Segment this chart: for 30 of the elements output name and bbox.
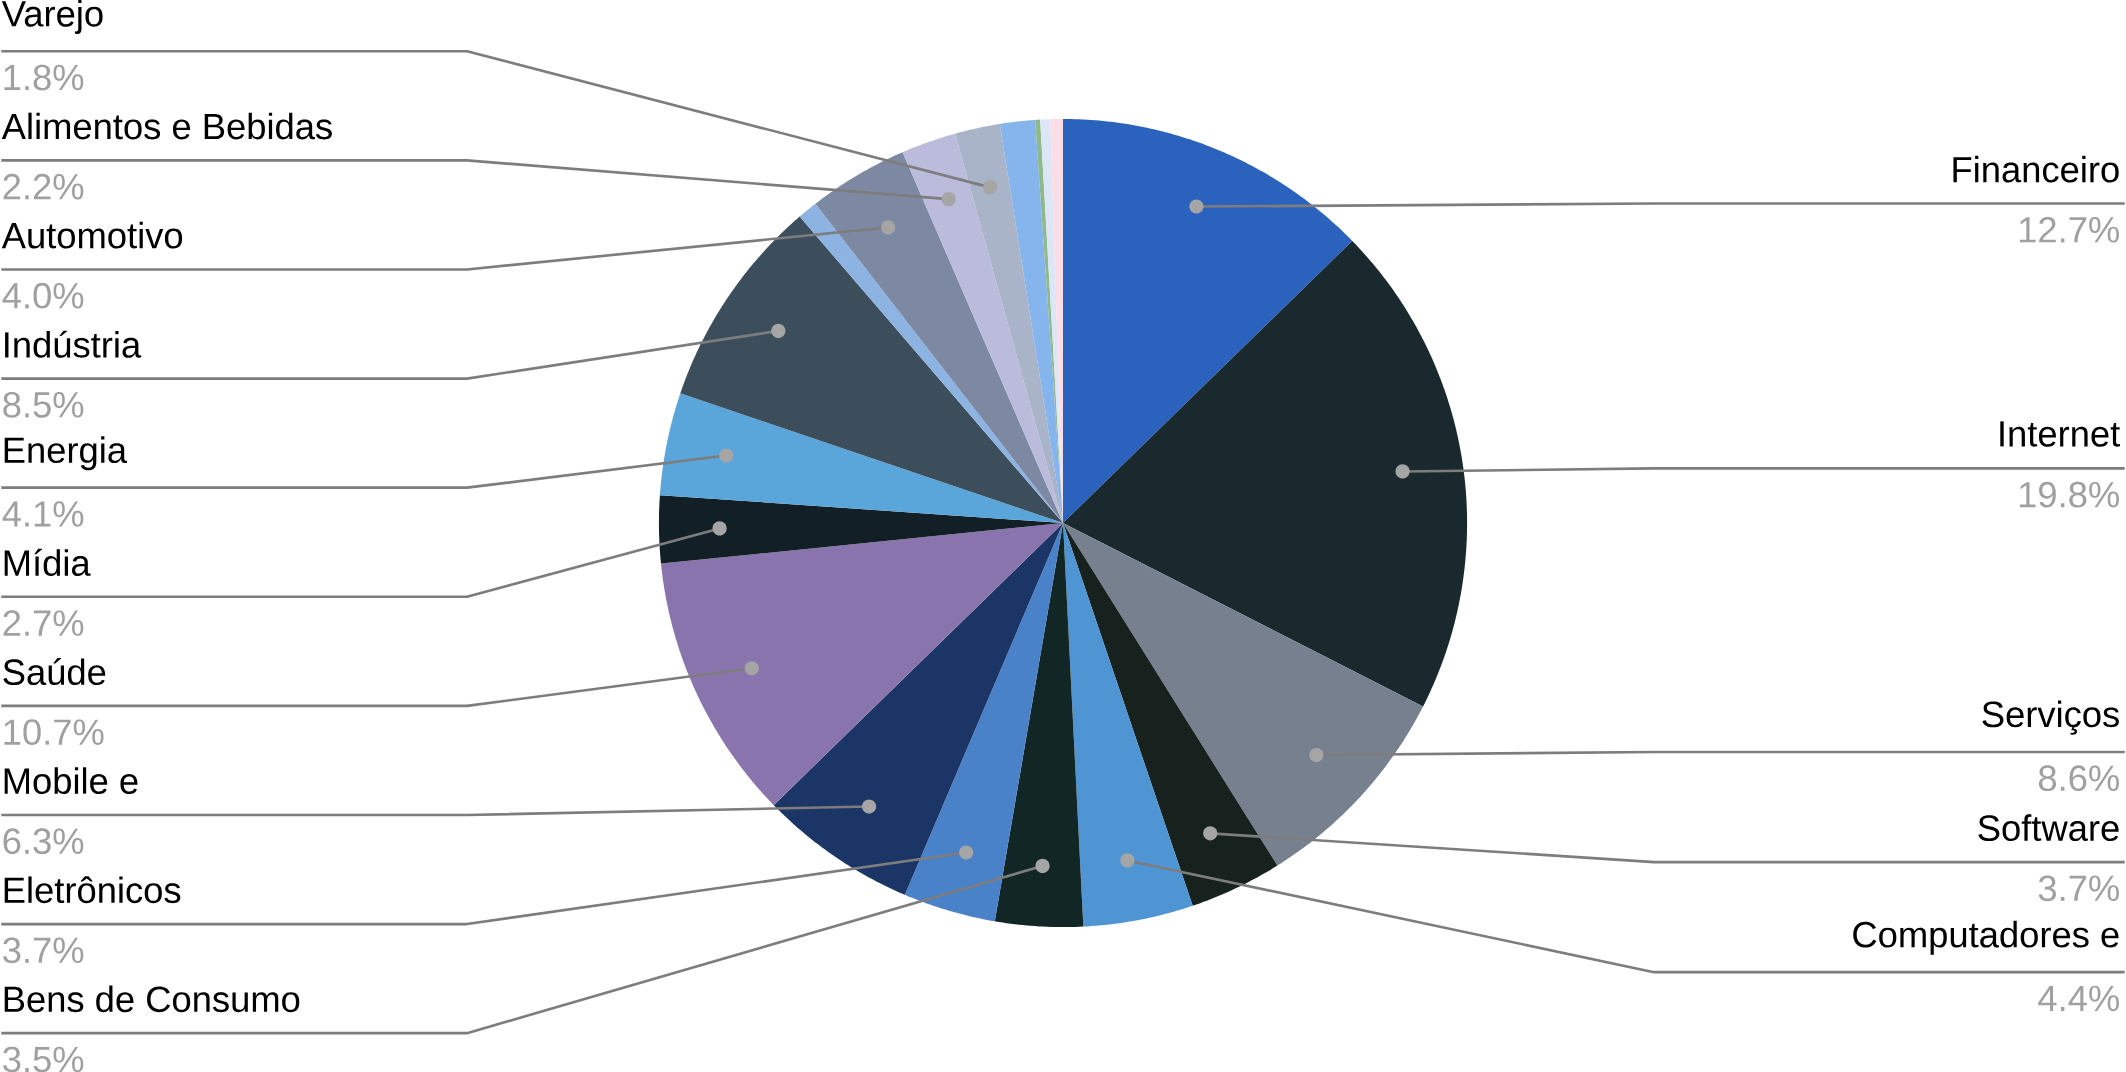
data-label: 8.6% [2038, 765, 2119, 791]
data-label: 6.3% [3, 828, 84, 854]
data-label: 4.4% [2038, 985, 2119, 1012]
slice-label: Financeiro [1953, 155, 2119, 183]
slice-label: Varejo [1, 0, 103, 34]
slice-label: Indústria [5, 330, 142, 358]
data-label: 3.7% [3, 937, 84, 964]
slice-label: Internet [2000, 421, 2120, 447]
data-label: 4.1% [2, 501, 84, 527]
slice-label: Software [1978, 814, 2119, 841]
slice-label: Energia [4, 436, 128, 471]
data-label: 8.5% [3, 391, 84, 418]
slice-label: Serviços [1982, 700, 2119, 735]
slice-label: Saúde [3, 657, 106, 685]
slice-label: Eletrônicos [4, 876, 181, 903]
slice-label: Mídia [4, 548, 91, 576]
data-label: 3.5% [3, 1046, 84, 1072]
data-label: 2.2% [3, 173, 84, 200]
data-label: 3.7% [2038, 875, 2119, 902]
data-label: 4.0% [2, 282, 84, 309]
data-label: 1.8% [4, 64, 84, 91]
slice-label: Alimentos e Bebidas [1, 112, 332, 140]
data-label: 10.7% [4, 719, 104, 745]
data-label: 12.7% [2019, 216, 2119, 243]
slice-label: Computadores e [1853, 920, 2119, 955]
data-label: 19.8% [2019, 481, 2119, 508]
slice-label: Mobile e [4, 767, 138, 794]
slice-label: Automotivo [1, 221, 183, 249]
slice-label: Bens de Consumo [4, 985, 300, 1013]
data-label: 2.7% [3, 610, 84, 636]
